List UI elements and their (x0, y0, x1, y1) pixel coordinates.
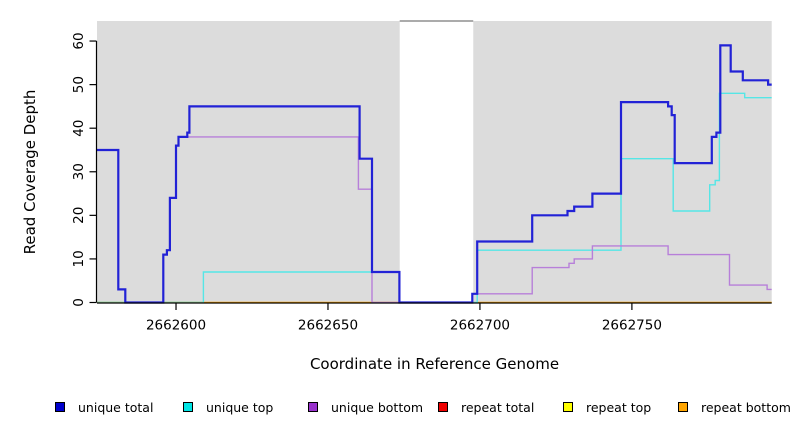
legend-item-repeat-total: repeat total (438, 398, 534, 416)
y-tick-label-0: 0 (71, 298, 87, 307)
y-tick-label-20: 20 (71, 207, 87, 224)
legend-item-repeat-bottom: repeat bottom (678, 398, 791, 416)
legend-swatch-unique-bottom (308, 402, 318, 412)
legend-swatch-unique-top (183, 402, 193, 412)
legend-label: unique total (78, 399, 154, 415)
legend-label: unique bottom (331, 399, 424, 415)
legend-item-repeat-top: repeat top (563, 398, 651, 416)
legend-label: repeat bottom (701, 399, 791, 415)
y-tick-label-60: 60 (71, 32, 87, 49)
y-tick-label-30: 30 (71, 163, 87, 180)
legend-swatch-repeat-top (563, 402, 573, 412)
x-tick-label-2662750: 2662750 (602, 318, 662, 334)
covered-region-left (97, 21, 400, 303)
legend-item-unique-bottom: unique bottom (308, 398, 423, 416)
legend-item-unique-total: unique total (55, 398, 153, 416)
legend-swatch-repeat-bottom (678, 402, 688, 412)
y-tick-label-50: 50 (71, 76, 87, 93)
x-tick-label-2662650: 2662650 (298, 318, 358, 334)
legend-label: unique top (206, 399, 274, 415)
x-tick-label-2662600: 2662600 (146, 318, 206, 334)
legend-item-unique-top: unique top (183, 398, 273, 416)
y-tick-label-10: 10 (71, 250, 87, 267)
x-axis-title: Coordinate in Reference Genome (309, 355, 560, 373)
y-axis-title: Read Coverage Depth (21, 89, 39, 255)
covered-region-right (473, 21, 772, 303)
legend-label: repeat total (461, 399, 535, 415)
x-tick-label-2662700: 2662700 (450, 318, 510, 334)
y-tick-label-40: 40 (71, 120, 87, 137)
legend-swatch-unique-total (55, 402, 65, 412)
series-unique-total-line (97, 44, 772, 304)
legend-label: repeat top (586, 399, 652, 415)
chart-legend: unique total unique top unique bottom repea… (0, 398, 792, 420)
legend-swatch-repeat-total (438, 402, 448, 412)
